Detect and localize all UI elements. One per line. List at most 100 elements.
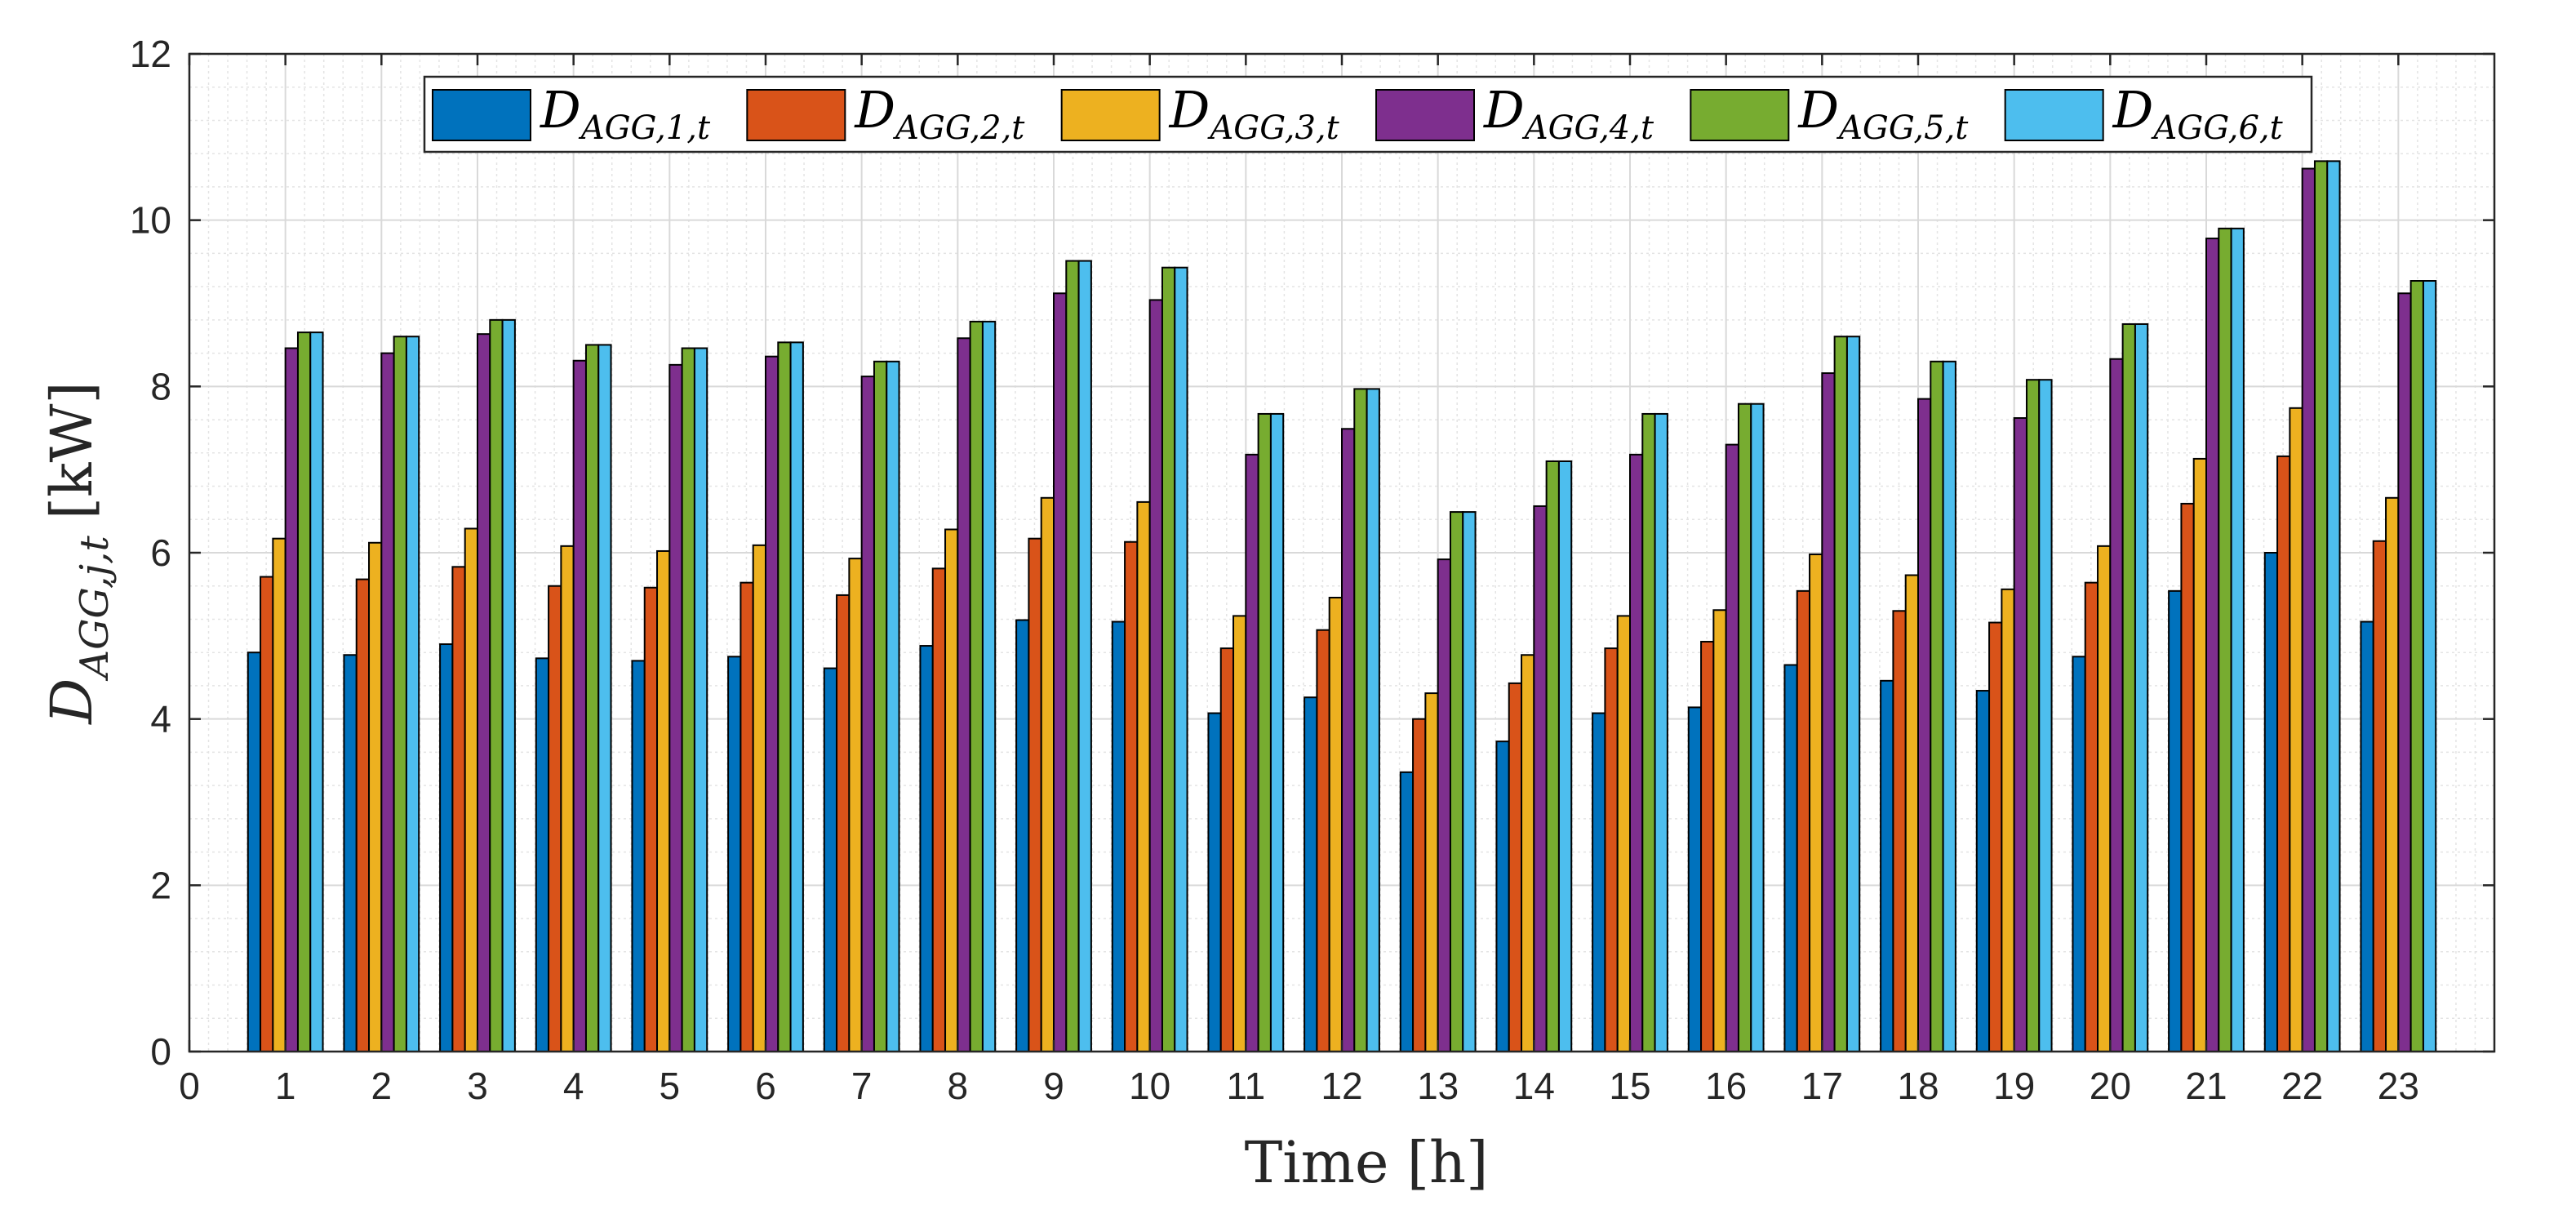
bar [2409, 280, 2424, 1052]
bar [2001, 588, 2015, 1052]
bar [535, 657, 550, 1052]
y-tick-label: 4 [150, 698, 171, 740]
bar [380, 352, 395, 1053]
bar [464, 527, 478, 1052]
x-tick-label: 18 [1897, 1065, 1939, 1107]
bar [2218, 227, 2232, 1053]
bar [1880, 679, 1894, 1052]
bar [2109, 358, 2124, 1052]
bar [681, 347, 695, 1052]
bar [1616, 615, 1632, 1052]
bar [656, 549, 671, 1052]
x-tick-label: 4 [563, 1065, 584, 1107]
bar [2013, 417, 2027, 1052]
bar [1269, 412, 1285, 1052]
y-tick-label: 2 [150, 864, 171, 906]
bar-series-3 [272, 407, 2400, 1052]
bar [668, 363, 683, 1052]
bar [2072, 656, 2086, 1053]
x-tick-label: 20 [2090, 1065, 2131, 1107]
bar [355, 578, 371, 1052]
bar [1124, 540, 1139, 1052]
bar [309, 331, 324, 1052]
bar [2397, 292, 2412, 1052]
bar [2360, 620, 2374, 1052]
bar [1449, 511, 1464, 1052]
bar [1316, 629, 1330, 1052]
bar [981, 320, 997, 1052]
bar [1930, 360, 1944, 1052]
x-tick-label: 10 [1129, 1065, 1170, 1107]
bar [1040, 496, 1055, 1052]
bar [752, 544, 766, 1052]
bar [1161, 266, 1176, 1052]
bar [560, 545, 575, 1052]
bar [823, 667, 838, 1052]
bar [1796, 589, 1811, 1052]
bar [1257, 412, 1272, 1052]
bar [1892, 610, 1907, 1052]
legend-label: DAGG,6,t [2112, 80, 2284, 147]
bar [1053, 292, 1068, 1052]
bar [1988, 621, 2003, 1052]
bar [1462, 511, 1477, 1052]
bar [2313, 160, 2329, 1053]
legend-swatch [1060, 89, 1161, 141]
bar [1521, 654, 1535, 1052]
bar [1111, 620, 1126, 1052]
bar [931, 567, 947, 1052]
bar [836, 594, 851, 1052]
x-tick-label: 14 [1513, 1065, 1555, 1107]
bar [2121, 322, 2136, 1053]
bar [631, 660, 646, 1053]
legend-swatch [1375, 89, 1475, 141]
bar [584, 344, 600, 1052]
bar [368, 541, 383, 1052]
bar [1654, 412, 1668, 1052]
bar [2289, 407, 2303, 1052]
y-axis-label: DAGG,j,t [kW] [38, 381, 118, 725]
bar [1942, 360, 1956, 1052]
bar [1065, 260, 1080, 1052]
bar [765, 355, 779, 1052]
bar [789, 341, 804, 1052]
legend-swatch [1690, 89, 1790, 141]
bar [548, 585, 562, 1052]
bar [393, 336, 407, 1052]
y-tick-label: 0 [150, 1030, 171, 1073]
legend-label: DAGG,2,t [854, 80, 1025, 147]
bar [1136, 500, 1151, 1052]
bar [501, 318, 516, 1053]
x-tick-label: 12 [1321, 1065, 1362, 1107]
y-tick-label: 12 [130, 33, 171, 75]
x-tick-label: 7 [851, 1065, 873, 1107]
bar [2205, 238, 2220, 1052]
bar [1783, 664, 1798, 1052]
bar [1975, 690, 1991, 1052]
bar [2168, 589, 2183, 1052]
bar [1750, 402, 1765, 1052]
legend-label: DAGG,3,t [1169, 80, 1340, 147]
bar [1495, 740, 1510, 1053]
legend-item-1: DAGG,1,t [432, 80, 711, 147]
legend-swatch [432, 89, 531, 141]
x-tick-label: 0 [179, 1065, 200, 1107]
bar [727, 656, 742, 1053]
bar [1174, 266, 1188, 1052]
bar [572, 359, 587, 1052]
bar [873, 360, 888, 1052]
bar [1424, 692, 1439, 1052]
x-tick-label: 5 [660, 1065, 681, 1107]
x-tick-label: 17 [1801, 1065, 1843, 1107]
bar [1353, 388, 1368, 1053]
x-tick-label: 8 [948, 1065, 969, 1107]
x-tick-label: 21 [2185, 1065, 2227, 1107]
bar [260, 576, 274, 1052]
legend-label: DAGG,4,t [1483, 80, 1654, 147]
bar [1015, 619, 1030, 1052]
legend-item-2: DAGG,2,t [746, 80, 1025, 147]
bar [1821, 372, 1836, 1053]
x-tick-label: 23 [2378, 1065, 2419, 1107]
bar [1341, 428, 1356, 1052]
x-tick-label: 15 [1609, 1065, 1650, 1107]
